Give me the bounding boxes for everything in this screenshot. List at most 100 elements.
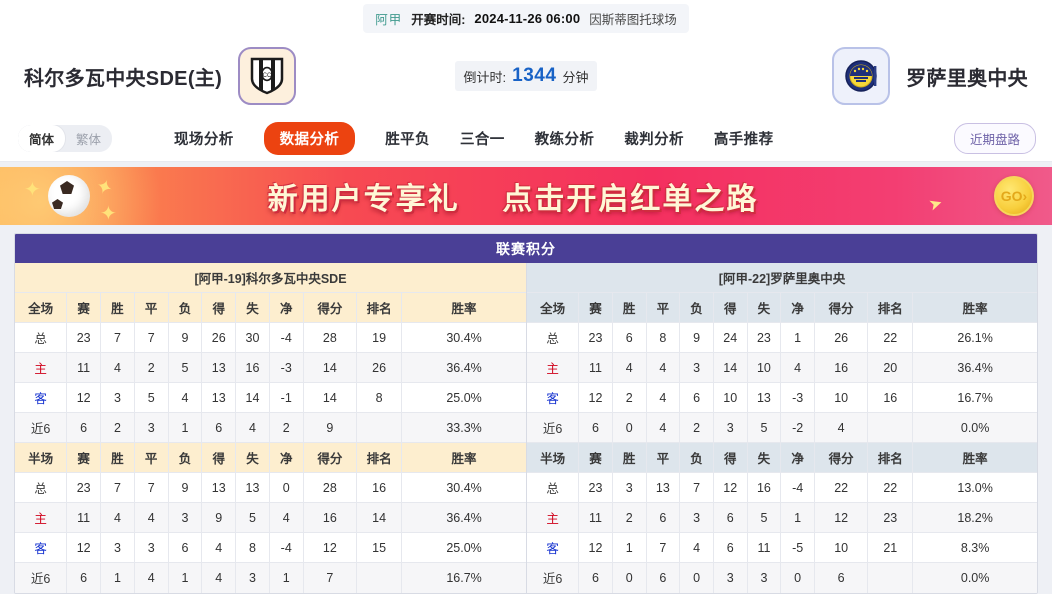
column-header: 得 [713,442,748,473]
table-cell: 6 [578,562,613,593]
table-cell: 30.4% [401,322,526,353]
table-cell: 11 [747,532,782,563]
table-cell: 16.7% [912,382,1037,413]
column-header: 负 [679,442,714,473]
home-team-name: 科尔多瓦中央SDE(主) [24,67,223,90]
table-cell: 6 [66,562,102,593]
table-cell: 14 [235,382,270,413]
column-header: 失 [235,442,270,473]
table-cell: 1 [168,412,203,443]
away-standings-caption: [阿甲-22]罗萨里奥中央 [527,263,1037,292]
table-cell: 12 [303,532,358,563]
table-cell: 22 [867,472,914,503]
language-toggle[interactable]: 简体 繁体 [18,125,113,152]
league-tag: 阿甲 [375,12,403,27]
table-cell: 13.0% [912,472,1037,503]
table-cell: 1 [780,502,815,533]
column-header: 胜率 [912,292,1037,323]
tab-expert-picks[interactable]: 高手推荐 [713,132,774,148]
lang-simplified-option[interactable]: 简体 [18,125,66,152]
column-header: 胜率 [401,442,526,473]
table-cell: 4 [235,412,270,443]
column-header: 赛 [578,442,613,473]
tab-three-in-one[interactable]: 三合一 [459,132,505,148]
table-cell: 6 [814,562,869,593]
tab-win-draw-lose[interactable]: 胜平负 [385,132,430,148]
table-cell: 25.0% [401,382,526,413]
column-header: 净 [269,292,304,323]
table-cell: 13 [646,472,681,503]
table-cell: 4 [201,532,237,563]
table-row: 总 23 6 8 9 24 23 1 26 22 26.1% [527,322,1037,353]
table-cell: 11 [578,352,613,383]
tab-coach-analysis[interactable]: 教练分析 [534,132,595,148]
table-cell: 4 [679,532,714,563]
promo-banner[interactable]: ✦ ✦ ✦ 新用户专享礼 点击开启红单之路 ➤ GO › [0,167,1052,225]
table-cell: 16.7% [401,562,526,593]
table-cell: 7 [134,472,169,503]
table-cell: 9 [168,322,203,353]
table-cell: 33.3% [401,412,526,443]
tab-referee-analysis[interactable]: 裁判分析 [624,132,684,148]
tab-data-analysis[interactable]: 数据分析 [263,122,356,155]
analysis-navbar: 简体 繁体 现场分析 数据分析 胜平负 三合一 教练分析 裁判分析 高手推荐 近… [0,116,1052,162]
column-header: 得 [201,292,237,323]
table-cell: 3 [235,562,270,593]
table-cell: 9 [168,472,203,503]
standings-header-row-full: 全场赛胜平负得失净得分 排名 胜率 [527,292,1037,323]
row-label: 主 [527,352,580,383]
table-cell: 0 [679,562,714,593]
table-cell: 7 [100,472,135,503]
column-header: 得 [713,292,748,323]
column-header: 得分 [814,292,869,323]
table-cell: 28 [303,322,358,353]
table-cell: 10 [747,352,782,383]
table-cell: 4 [168,382,203,413]
table-cell: 4 [100,352,135,383]
column-header: 失 [747,292,782,323]
lang-traditional-option[interactable]: 繁体 [76,133,102,147]
table-cell: 3 [747,562,782,593]
row-label: 总 [527,322,580,353]
column-header: 平 [134,292,169,323]
table-cell: 14 [356,502,403,533]
standings-columns: [阿甲-19]科尔多瓦中央SDE 全场赛胜平负得失净得分 排名 胜率总 23 7 7 9 26… [15,263,1037,593]
table-cell: -1 [269,382,304,413]
home-team-crest-icon: CC [238,47,297,105]
tab-live-analysis[interactable]: 现场分析 [174,132,234,148]
table-cell: 13 [747,382,782,413]
table-cell: -3 [780,382,815,413]
table-cell: 25.0% [401,532,526,563]
column-header: 半场 [527,442,580,473]
row-label: 客 [15,382,68,413]
table-cell: 1 [100,562,135,593]
column-header: 胜 [612,292,647,323]
table-cell: 8 [356,382,403,413]
column-header: 排名 [356,442,403,473]
table-cell: -4 [269,322,304,353]
table-cell: 26 [201,322,237,353]
promo-text-part1: 新用户专享礼 [267,183,460,216]
promo-go-button[interactable]: GO › [994,176,1034,216]
table-cell: 15 [356,532,403,563]
column-header: 胜率 [912,442,1037,473]
table-cell: 24 [713,322,748,353]
row-label: 客 [527,382,580,413]
row-label: 近6 [15,562,68,593]
table-cell: 3 [679,502,714,533]
table-cell: 7 [303,562,358,593]
home-team-block: 科尔多瓦中央SDE(主) CC [0,47,360,105]
table-cell: -4 [780,472,815,503]
recent-odds-button[interactable]: 近期盘路 [953,123,1036,154]
table-cell: 30.4% [401,472,526,503]
table-cell: 13 [201,382,237,413]
table-cell: 6 [713,502,748,533]
table-cell: 11 [66,502,102,533]
table-cell: 2 [134,352,169,383]
table-cell: 0.0% [912,412,1037,443]
table-cell: 12 [578,382,613,413]
row-label: 总 [15,472,68,503]
table-cell: 11 [578,502,613,533]
row-label: 近6 [15,412,68,443]
table-cell: 2 [100,412,135,443]
